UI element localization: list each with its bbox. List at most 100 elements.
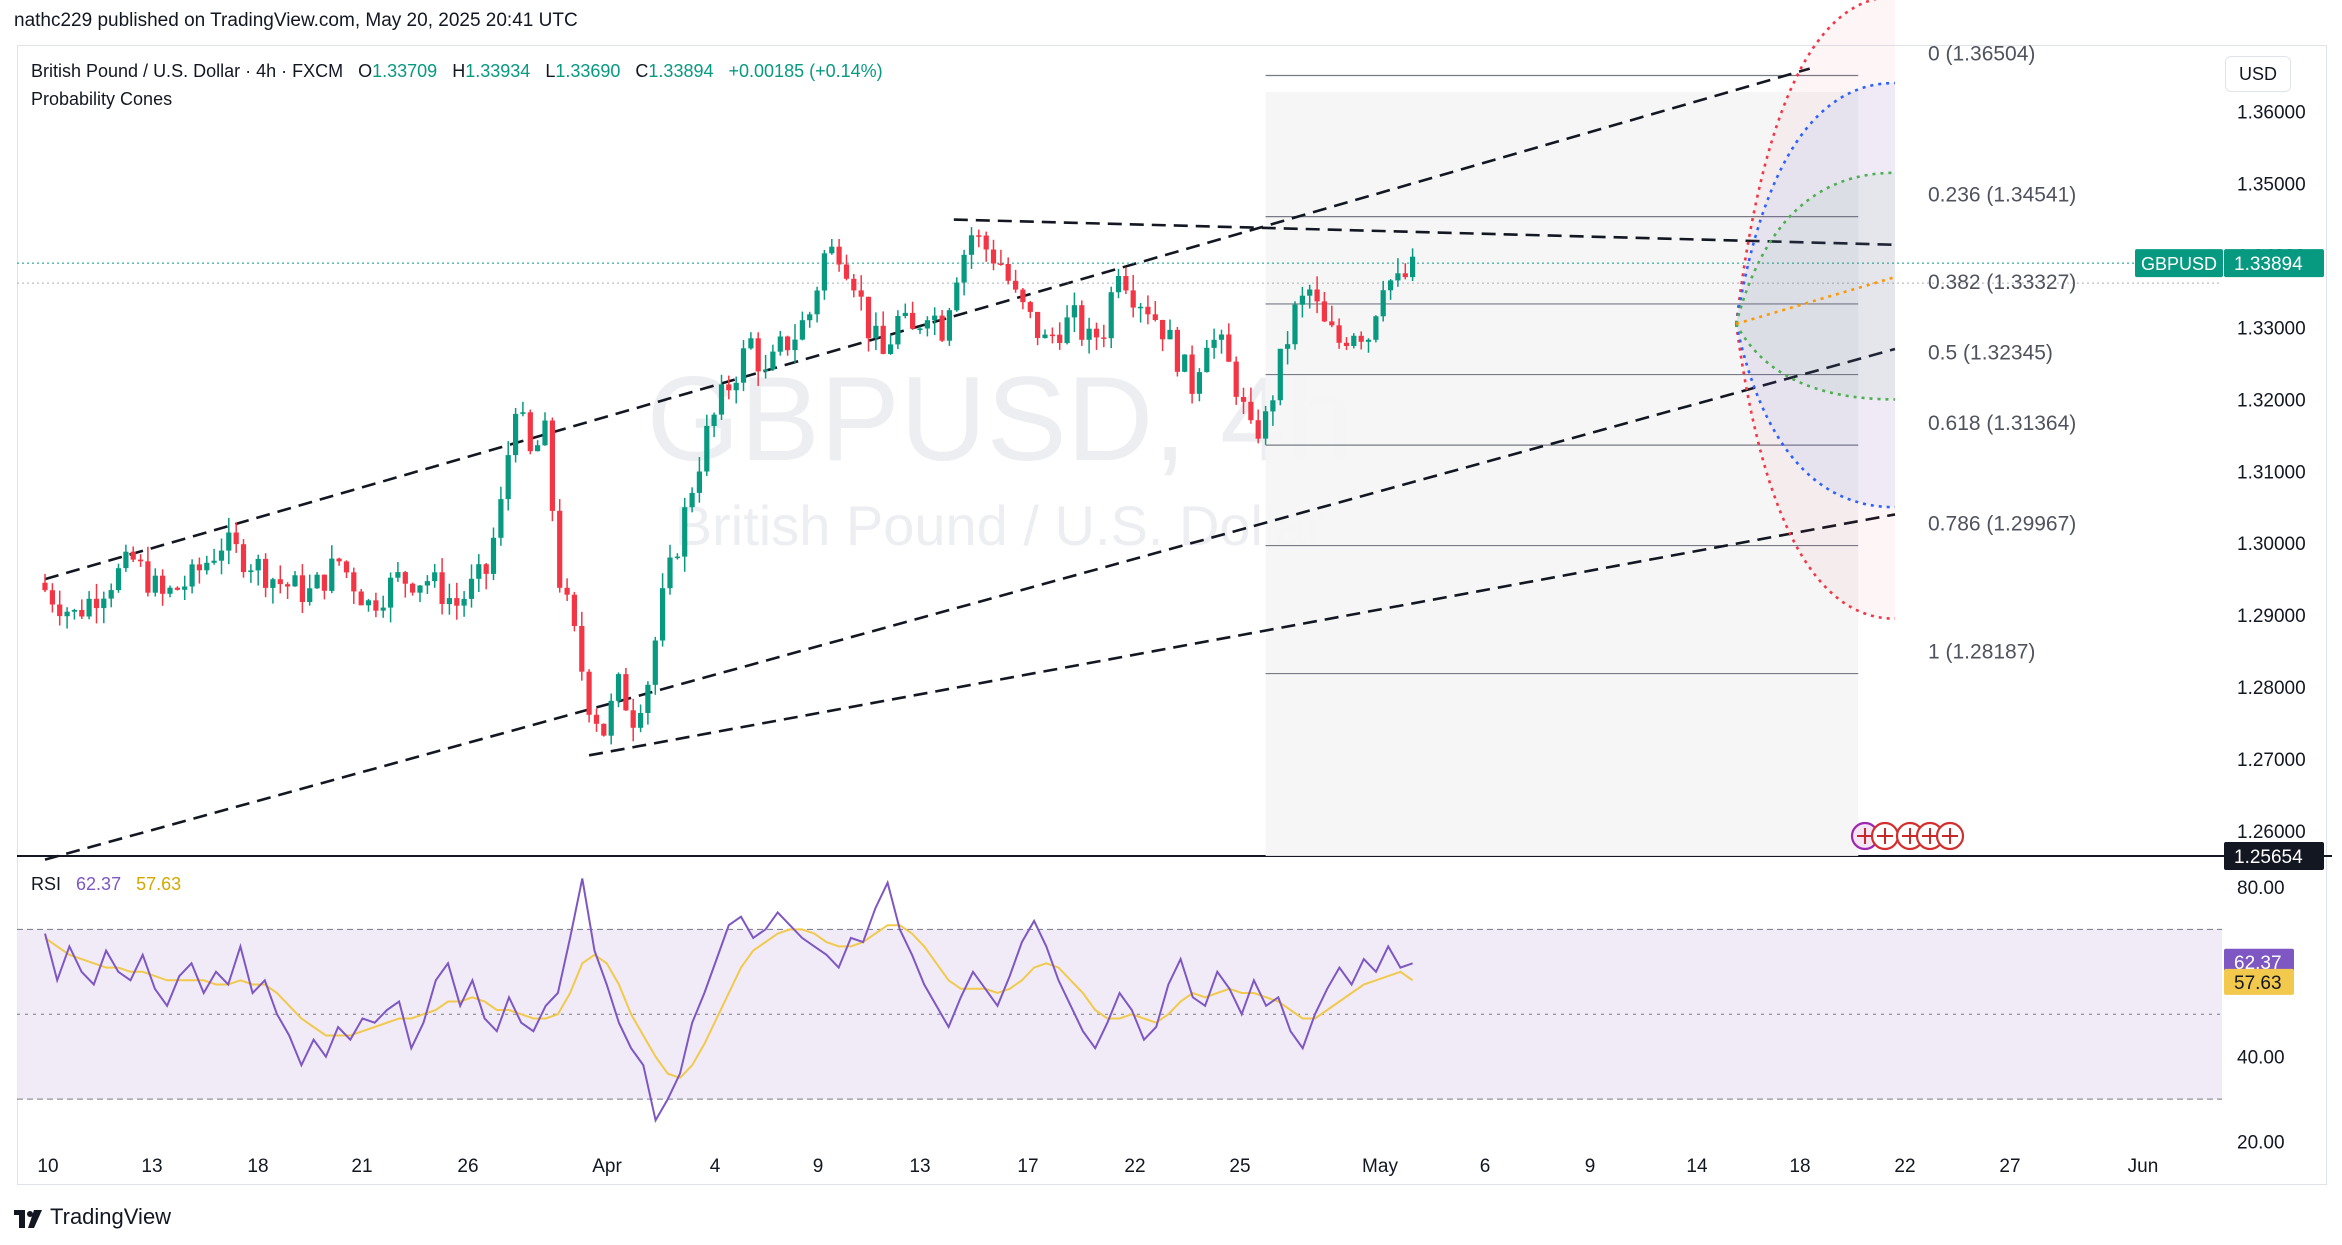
candle-up (535, 445, 541, 452)
candle-up (873, 325, 879, 339)
candle-down (358, 591, 364, 606)
candle-down (1160, 320, 1166, 340)
candle-down (990, 249, 997, 264)
candle-up (388, 577, 394, 608)
candle-down (277, 579, 283, 585)
candle-down (755, 338, 761, 372)
candle-down (1093, 328, 1100, 338)
candle-down (263, 558, 269, 588)
candle-down (1240, 397, 1247, 402)
time-tick: Jun (2128, 1156, 2159, 1177)
candle-down (351, 572, 357, 592)
candle-up (615, 674, 622, 701)
fib-level-label: 0.236 (1.34541) (1928, 184, 2076, 207)
time-tick: 21 (351, 1156, 372, 1177)
candle-up (542, 420, 548, 446)
candle-up (1299, 295, 1305, 305)
candle-down (343, 561, 350, 573)
candle-up (476, 564, 482, 579)
candle-down (410, 583, 416, 593)
candle-up (733, 382, 739, 391)
candle-up (1263, 411, 1269, 439)
candle-up (968, 235, 975, 255)
candle-up (1211, 339, 1217, 348)
watermark-name: British Pound / U.S. Dollar (675, 494, 1325, 557)
time-tick: 10 (37, 1156, 58, 1177)
candle-up (954, 282, 960, 311)
price-tick: 1.28000 (2237, 678, 2306, 699)
fib-level-label: 0.382 (1.33327) (1928, 271, 2076, 294)
candle-down (402, 572, 408, 584)
candle-down (1057, 334, 1063, 343)
time-tick: 13 (909, 1156, 930, 1177)
ohlc-legend[interactable]: British Pound / U.S. Dollar · 4h · FXCM … (31, 61, 883, 82)
last-price-tag-text: 1.33894 (2234, 254, 2303, 275)
candle-up (182, 586, 188, 590)
time-tick: 17 (1017, 1156, 1038, 1177)
candle-up (395, 572, 401, 578)
candle-up (946, 310, 952, 341)
close-value: 1.33894 (648, 61, 714, 81)
high-label: H (452, 61, 466, 81)
indicator-legend[interactable]: Probability Cones (31, 89, 173, 109)
candle-up (329, 558, 335, 591)
candle-up (365, 600, 372, 606)
candle-down (843, 264, 850, 279)
rsi-value-text: 62.37 (2234, 953, 2282, 974)
open-value: 1.33709 (372, 61, 438, 81)
probability-cones (1734, 0, 1896, 620)
candle-down (983, 235, 989, 250)
candle-up (86, 598, 92, 617)
tradingview-logo[interactable]: TradingView (14, 1204, 171, 1230)
candle-up (1270, 400, 1276, 412)
price-tick: 1.32000 (2237, 390, 2306, 411)
candle-up (1167, 329, 1173, 340)
watermark: GBPUSD, 4h British Pound / U.S. Dollar (647, 352, 1354, 557)
candle-down (1145, 306, 1151, 315)
fib-background (1265, 92, 1859, 856)
trendline (44, 347, 1896, 861)
candle-up (829, 246, 835, 254)
candle-up (292, 575, 298, 587)
time-tick: 27 (1999, 1156, 2020, 1177)
fib-level-label: 0.618 (1.31364) (1928, 412, 2076, 435)
time-tick: 25 (1229, 1156, 1250, 1177)
candle-down (1035, 311, 1041, 338)
time-tick: 6 (1480, 1156, 1491, 1177)
candle-up (1277, 348, 1283, 401)
candle-down (1358, 335, 1364, 342)
time-tick: 13 (141, 1156, 162, 1177)
candle-down (1336, 325, 1342, 343)
candle-up (152, 575, 158, 593)
currency-button[interactable]: USD (2225, 56, 2291, 92)
candle-down (549, 420, 555, 511)
candle-down (623, 674, 629, 711)
high-value: 1.33934 (465, 61, 531, 81)
candle-down (593, 714, 600, 724)
candle-up (1292, 304, 1298, 345)
tradingview-mark-icon (14, 1208, 42, 1228)
candle-down (1329, 321, 1335, 326)
candle-down (865, 296, 872, 339)
candle-down (564, 587, 570, 595)
candle-up (821, 253, 827, 291)
candle-up (792, 339, 798, 351)
candle-up (115, 568, 122, 591)
candle-up (763, 369, 769, 372)
candle-up (689, 492, 695, 508)
rsi-legend[interactable]: RSI 62.37 57.63 (31, 874, 181, 895)
rsi-pane (17, 878, 2222, 1124)
fib-level-label: 0.786 (1.29967) (1928, 513, 2076, 536)
candle-down (93, 598, 100, 609)
candle-up (932, 315, 938, 321)
chart-frame (17, 45, 2327, 1185)
candle-up (204, 562, 210, 571)
rsi-band (17, 929, 2222, 1100)
candle-down (557, 510, 563, 588)
rsi-tick: 80.00 (2237, 878, 2285, 899)
candle-up (417, 585, 423, 593)
time-tick: 26 (457, 1156, 478, 1177)
last-price-tag (2224, 249, 2324, 278)
time-tick: Apr (592, 1156, 622, 1177)
